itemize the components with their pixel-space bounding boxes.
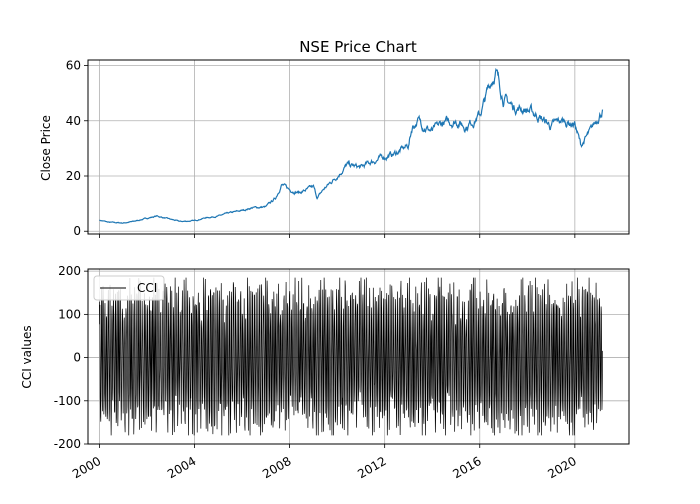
x-tick-label: 2000 — [70, 454, 103, 481]
price-line — [99, 67, 604, 224]
price-panel: NSE Price Chart Close Price 0 20 40 60 — [39, 38, 630, 238]
y-tick-label: -200 — [54, 437, 81, 451]
y-tick-label: 0 — [73, 351, 81, 365]
x-tick-label: 2020 — [545, 454, 578, 481]
legend: CCI — [93, 275, 165, 301]
y-ticks: -200 -100 0 100 200 — [54, 264, 88, 451]
gridlines — [88, 60, 629, 234]
cci-line — [99, 277, 603, 436]
x-ticks: 2000 2004 2008 2012 2016 2020 — [70, 444, 579, 481]
y-tick-label: 0 — [73, 224, 81, 238]
y-axis-label: CCI values — [20, 325, 34, 388]
y-tick-label: 20 — [66, 169, 81, 183]
legend-box — [93, 275, 165, 301]
chart-title: NSE Price Chart — [299, 38, 417, 56]
y-tick-label: 60 — [66, 59, 81, 73]
plot-frame — [87, 59, 630, 235]
y-ticks: 0 20 40 60 — [66, 59, 88, 238]
y-axis-label: Close Price — [39, 115, 53, 181]
y-tick-label: 40 — [66, 114, 81, 128]
y-tick-label: -100 — [54, 394, 81, 408]
x-tick-label: 2008 — [260, 454, 293, 481]
x-tick-label: 2004 — [165, 454, 198, 481]
price-series-line — [99, 67, 604, 224]
legend-label: CCI — [137, 281, 157, 295]
cci-series-line — [99, 277, 603, 436]
x-ticks — [98, 234, 576, 238]
y-tick-label: 200 — [58, 264, 81, 278]
plot-frame — [87, 268, 630, 445]
x-tick-label: 2012 — [355, 454, 388, 481]
x-tick-label: 2016 — [450, 454, 483, 481]
y-tick-label: 100 — [58, 307, 81, 321]
